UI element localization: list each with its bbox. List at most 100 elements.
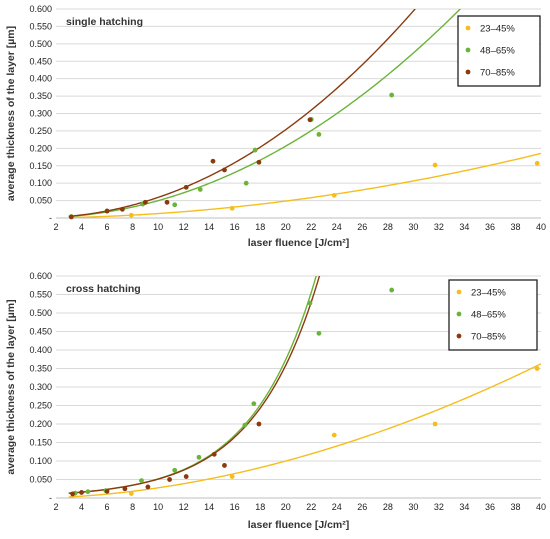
x-tick-label: 30: [408, 502, 418, 512]
data-point: [145, 484, 151, 490]
legend-label: 70–85%: [471, 332, 506, 343]
legend-label: 48–65%: [471, 310, 506, 321]
x-tick-label: 22: [306, 222, 316, 232]
chart-cross-hatching: - 0.050 0.100 0.150 0.200 0.250 0.300 0.350 0.40…: [0, 270, 550, 539]
legend-label: 48–65%: [480, 46, 515, 57]
x-tick-label: 14: [204, 502, 214, 512]
y-tick-label: 0.300: [29, 109, 52, 119]
trend-line: [68, 152, 541, 218]
y-tick-label: 0.250: [29, 126, 52, 136]
data-point: [211, 451, 217, 457]
x-tick-label: 34: [459, 222, 469, 232]
y-tick-label: 0.050: [29, 475, 52, 485]
data-point: [197, 187, 203, 192]
data-point: [172, 202, 178, 208]
data-point: [196, 454, 202, 460]
data-point: [251, 401, 257, 407]
y-tick-label: 0.400: [29, 74, 52, 84]
legend-marker: [456, 289, 462, 295]
x-tick-label: 38: [510, 222, 520, 232]
y-tick-label: 0.500: [29, 39, 52, 49]
x-tick-label: 26: [357, 222, 367, 232]
y-tick-label: 0.400: [29, 345, 52, 355]
x-tick-label: 20: [281, 222, 291, 232]
y-tick-label: 0.300: [29, 382, 52, 392]
x-tick-label: 24: [332, 502, 342, 512]
trend-line: [68, 9, 417, 218]
y-tick-label: 0.350: [29, 91, 52, 101]
y-tick-label: 0.450: [29, 56, 52, 66]
y-tick-label: 0.150: [29, 438, 52, 448]
data-point: [316, 330, 322, 336]
data-point: [85, 489, 91, 495]
y-axis-title: average thickness of the layer [µm]: [5, 299, 17, 474]
x-tick-label: 14: [204, 222, 214, 232]
data-point: [172, 467, 178, 473]
data-point: [307, 300, 313, 306]
data-point: [68, 214, 74, 220]
legend-label: 70–85%: [480, 68, 515, 79]
trend-line: [68, 363, 541, 498]
chart-single-hatching: - 0.050 0.100 0.150 0.200 0.250 0.300 0.350 0.40…: [0, 0, 550, 262]
x-tick-label: 36: [485, 502, 495, 512]
data-point: [316, 132, 322, 137]
data-point: [389, 92, 395, 98]
data-point: [183, 474, 189, 479]
legend-marker: [465, 25, 471, 31]
data-point: [128, 491, 134, 496]
y-tick-label: 0.100: [29, 178, 52, 188]
legend-marker: [465, 69, 471, 75]
x-tick-label: 24: [332, 222, 342, 232]
chart-svg: - 0.050 0.100 0.150 0.200 0.250 0.300 0.350 0.40…: [5, 4, 546, 249]
y-axis-title: average thickness of the layer [µm]: [5, 26, 17, 201]
trend-line: [68, 9, 462, 218]
y-tick-label: 0.350: [29, 364, 52, 374]
y-tick-label: 0.600: [29, 4, 52, 14]
y-tick-label: 0.200: [29, 419, 52, 429]
y-tick-label: 0.550: [29, 290, 52, 300]
data-point: [122, 486, 128, 492]
y-tick-label: 0.500: [29, 308, 52, 318]
chart-title: single hatching: [66, 16, 143, 28]
x-tick-label: 18: [255, 222, 265, 232]
y-tick-label: -: [49, 213, 52, 223]
data-point: [432, 162, 438, 168]
x-tick-label: 40: [536, 502, 546, 512]
data-point: [139, 478, 144, 484]
y-tick-label: 0.550: [29, 21, 52, 31]
y-tick-label: 0.250: [29, 401, 52, 411]
data-point: [164, 199, 170, 205]
x-axis-title: laser fluence [J/cm²]: [248, 519, 350, 531]
data-point: [229, 474, 235, 479]
legend-box: [457, 15, 541, 87]
data-point: [307, 117, 313, 123]
data-point: [256, 421, 262, 427]
x-tick-label: 2: [53, 222, 58, 232]
data-point: [389, 287, 395, 293]
data-point: [534, 160, 540, 166]
x-tick-label: 16: [230, 502, 240, 512]
y-tick-label: 0.150: [29, 161, 52, 171]
x-tick-label: 30: [408, 222, 418, 232]
data-point: [243, 180, 249, 186]
x-tick-label: 28: [383, 502, 393, 512]
legend-marker: [456, 333, 462, 339]
x-tick-label: 6: [105, 222, 110, 232]
legend-box: [448, 279, 538, 351]
x-tick-label: 22: [306, 502, 316, 512]
x-tick-label: 10: [153, 222, 163, 232]
data-point: [331, 432, 337, 438]
data-point: [256, 159, 262, 165]
x-tick-label: 32: [434, 502, 444, 512]
x-tick-label: 32: [434, 222, 444, 232]
x-tick-label: 12: [179, 502, 189, 512]
x-tick-label: 4: [79, 222, 84, 232]
data-point: [229, 205, 235, 211]
data-point: [210, 158, 216, 164]
x-tick-label: 2: [53, 502, 58, 512]
legend-marker: [456, 311, 462, 317]
data-point: [183, 184, 189, 190]
data-point: [222, 463, 227, 468]
data-point: [242, 422, 248, 428]
legend-label: 23–45%: [471, 288, 506, 299]
